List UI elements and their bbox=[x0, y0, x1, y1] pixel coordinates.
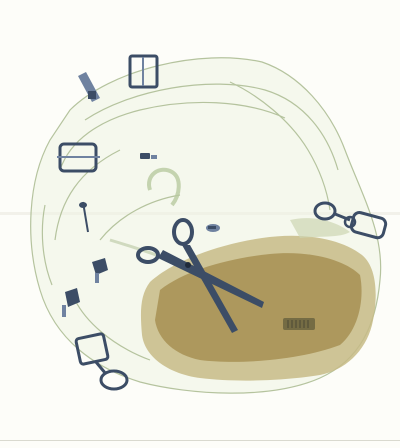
top-buckle bbox=[128, 54, 159, 89]
left-buckle bbox=[57, 142, 100, 173]
battery-like-item bbox=[283, 318, 315, 330]
zipper-pulls-middle bbox=[140, 153, 220, 232]
key-ring-tag bbox=[313, 201, 388, 240]
scan-bottom-noise bbox=[0, 440, 400, 441]
zipper-pulls-left bbox=[62, 258, 108, 317]
scissors bbox=[136, 218, 264, 333]
bottom-left-buckle bbox=[74, 332, 129, 391]
zipper-pull-top-left bbox=[78, 72, 100, 102]
plastic-loop bbox=[147, 167, 181, 207]
metal-pin bbox=[79, 201, 89, 233]
